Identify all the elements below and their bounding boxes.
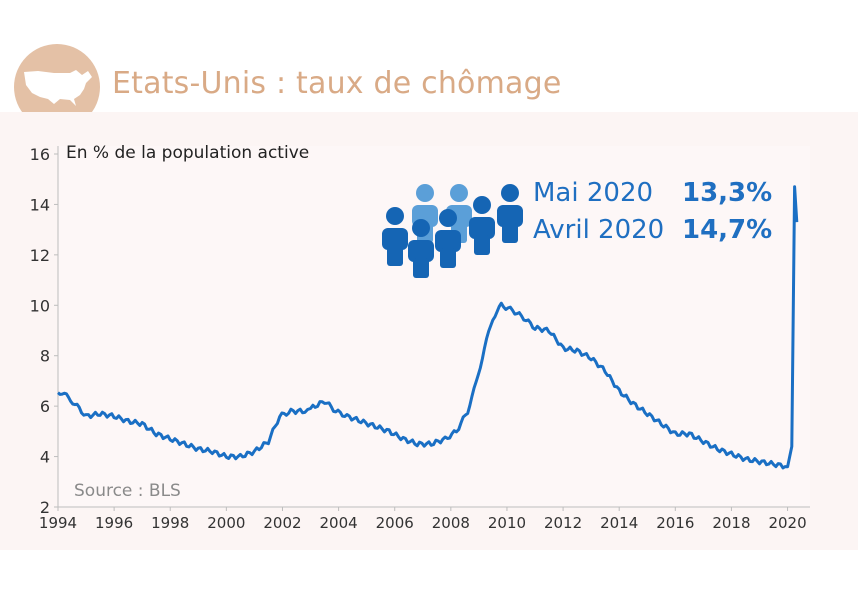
person-icon [408, 219, 434, 278]
x-tick-label: 2016 [656, 514, 694, 532]
y-tick-label: 4 [40, 448, 50, 467]
y-tick-label: 16 [30, 145, 50, 164]
x-tick-label: 2002 [263, 514, 301, 532]
y-tick-label: 2 [40, 498, 50, 517]
x-tick-label: 2020 [768, 514, 806, 532]
x-tick-label: 2008 [432, 514, 470, 532]
x-tick-label: 1998 [151, 514, 189, 532]
x-tick-label: 2000 [207, 514, 245, 532]
page-title: Etats-Unis : taux de chômage [112, 66, 562, 101]
x-tick-label: 2010 [488, 514, 526, 532]
x-tick-label: 2018 [712, 514, 750, 532]
x-tick-label: 2012 [544, 514, 582, 532]
annotation-value-may: 13,3% [682, 178, 773, 208]
x-tick-label: 2006 [376, 514, 414, 532]
annotation-label-april: Avril 2020 [533, 215, 665, 245]
person-icon [382, 207, 408, 266]
people-icon-group [382, 184, 523, 278]
x-tick-label: 1994 [39, 514, 77, 532]
y-tick-label: 12 [30, 246, 50, 265]
y-tick-label: 8 [40, 347, 50, 366]
y-tick-label: 10 [30, 296, 50, 315]
x-tick-label: 2014 [600, 514, 638, 532]
person-icon [497, 184, 523, 243]
y-tick-label: 14 [30, 195, 50, 214]
chart-source: Source : BLS [74, 481, 181, 501]
axes: 2 4 6 8 10 12 14 16 1994 1996 1998 2000 2002 2004 2006… [30, 145, 810, 532]
person-icon [469, 196, 495, 255]
x-tick-label: 2004 [320, 514, 358, 532]
unemployment-rate-line [57, 185, 799, 470]
annotation-label-may: Mai 2020 [533, 178, 654, 208]
annotation-value-april: 14,7% [682, 215, 773, 245]
x-tick-label: 1996 [95, 514, 133, 532]
series-group [57, 185, 799, 470]
y-tick-label: 6 [40, 397, 50, 416]
person-icon [435, 209, 461, 268]
usa-map-icon [24, 70, 92, 106]
chart-subtitle: En % de la population active [66, 143, 310, 163]
